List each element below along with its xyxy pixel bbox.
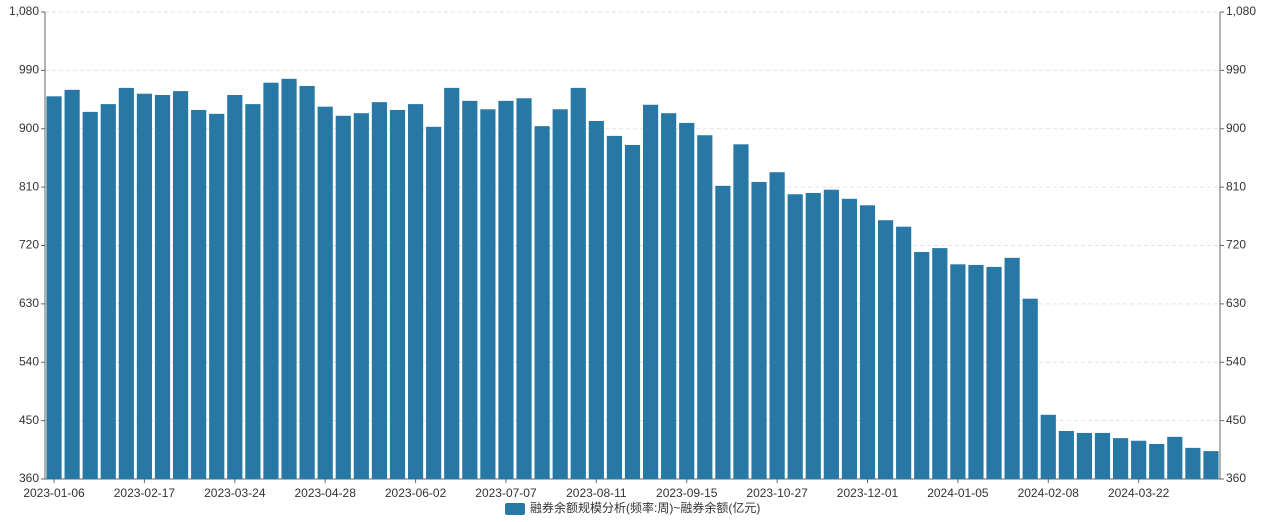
bar [841,198,858,480]
y-tick-label: 990 [19,63,39,77]
y2-tick-label: 630 [1226,296,1246,310]
bar [100,104,116,479]
x-tick-label: 2023-12-01 [837,486,899,500]
bar [1131,440,1147,479]
bar [552,109,568,480]
bar [299,85,315,480]
y2-tick-label: 360 [1226,471,1246,485]
y-tick-label: 900 [19,121,39,135]
bar [516,98,532,480]
bar [1004,257,1020,479]
bar [389,109,406,479]
bar [444,87,460,479]
x-tick-label: 2023-03-24 [204,486,266,500]
y-tick-label: 1,080 [9,4,39,18]
bar [46,96,62,479]
bar [371,102,388,479]
bar [82,111,98,479]
x-tick-label: 2023-02-17 [114,486,176,500]
bar [426,126,442,479]
bar [263,82,279,479]
x-tick-label: 2023-01-06 [23,486,85,500]
bar [679,122,695,479]
y2-tick-label: 900 [1226,121,1246,135]
x-tick-label: 2023-06-02 [385,486,447,500]
x-tick-label: 2024-01-05 [927,486,989,500]
bar [570,87,586,479]
bar [642,104,659,479]
y-tick-label: 630 [19,296,39,310]
bar [661,113,677,479]
bar [64,89,80,479]
bar [1022,298,1038,479]
bar [335,115,351,480]
bar [209,113,225,480]
x-tick-label: 2023-09-15 [656,486,718,500]
y2-tick-label: 540 [1226,354,1246,368]
y2-tick-label: 810 [1226,179,1246,193]
bar [914,251,930,479]
bar [606,135,623,480]
x-tick-label: 2024-02-08 [1018,486,1080,500]
bar [172,91,189,479]
bar [805,192,821,479]
legend-label: 融券余额规模分析(频率:周)~融券余额(亿元) [530,500,760,515]
bar [1112,438,1129,479]
x-tick-label: 2024-03-22 [1108,486,1170,500]
bar [950,264,966,479]
bar [715,185,731,480]
bar [968,264,984,479]
y2-tick-label: 720 [1226,238,1246,252]
x-tick-label: 2023-07-07 [475,486,537,500]
bar [896,226,912,479]
bar [480,109,496,480]
bar [154,95,171,480]
bar [859,205,876,479]
legend-swatch [505,503,525,515]
x-tick-label: 2023-08-11 [566,486,627,500]
y-tick-label: 450 [19,413,39,427]
bar [1203,451,1219,479]
bar [1076,432,1093,479]
bar [281,78,297,479]
y2-tick-label: 450 [1226,413,1246,427]
bar [227,95,243,480]
bar [462,100,478,479]
bar [1058,431,1074,479]
bar [733,144,749,480]
bar [1094,432,1111,479]
bar [697,135,713,479]
bar [823,189,839,479]
bar [1185,447,1201,479]
y2-tick-label: 990 [1226,63,1246,77]
bar [932,248,948,479]
y-tick-label: 360 [19,471,39,485]
y-tick-label: 810 [19,179,39,193]
bar [588,120,604,479]
bar [986,266,1002,479]
bar [877,220,894,479]
bar [498,100,514,479]
x-tick-label: 2023-04-28 [294,486,356,500]
bar [751,181,767,480]
bar [624,144,641,479]
bar [136,93,153,479]
bar [191,109,207,479]
bar [769,172,785,479]
bar [534,126,550,480]
bar [1167,436,1183,479]
y2-tick-label: 1,080 [1226,4,1256,18]
bar [1149,443,1165,479]
bar [317,106,333,480]
bar [1040,414,1056,479]
bar [118,87,134,479]
y-tick-label: 540 [19,354,39,368]
bar [787,194,803,480]
bar [245,104,261,479]
bar [407,104,424,479]
y-tick-label: 720 [19,238,39,252]
x-tick-label: 2023-10-27 [746,486,808,500]
bar [353,113,369,479]
